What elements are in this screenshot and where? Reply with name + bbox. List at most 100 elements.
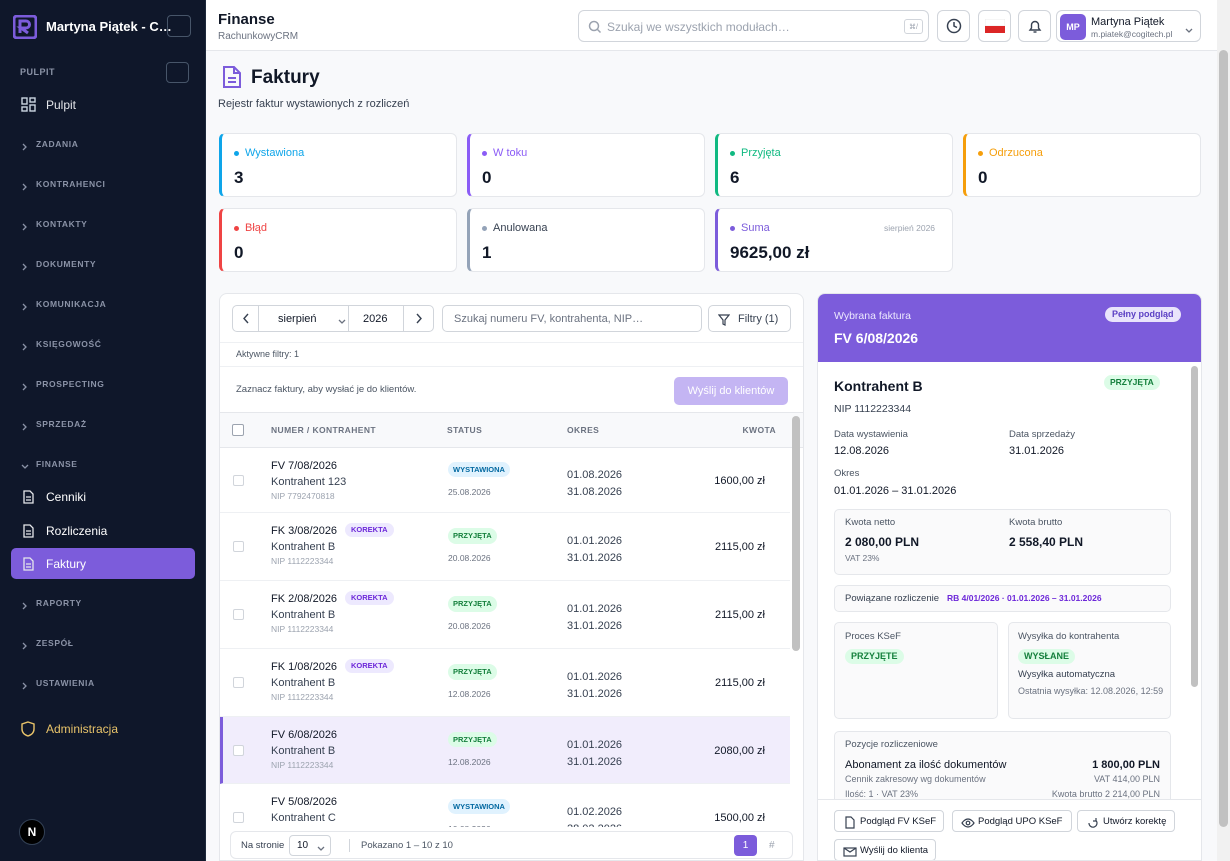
chevron: [316, 841, 326, 851]
contractor: Kontrahent 123: [271, 476, 347, 488]
stat-value: 0: [234, 243, 244, 262]
nip: NIP 7792470818: [271, 491, 335, 501]
column-header: KWOTA: [742, 425, 776, 435]
table-row[interactable]: FK 1/08/2026 KOREKTA Kontrahent B NIP 11122…: [220, 649, 790, 717]
contractor: Kontrahent B: [834, 378, 923, 394]
nip: NIP 1112223344: [271, 692, 334, 702]
collapse-button[interactable]: [167, 15, 191, 37]
invoice-search[interactable]: Szukaj numeru FV, kontrahenta, NIP…: [442, 305, 702, 332]
page-button[interactable]: 1: [734, 835, 757, 856]
status-badge: PRZYJĘTA: [448, 528, 497, 544]
action-button[interactable]: Utwórz korektę: [1077, 810, 1175, 832]
full-view-badge[interactable]: Pełny podgląd: [1105, 307, 1181, 322]
period-to: 28.02.2026: [567, 823, 622, 827]
stat-period: sierpień 2026: [884, 223, 936, 233]
checkbox[interactable]: [233, 609, 244, 620]
invoice-detail: Wybrana faktura FV 6/08/2026 Pełny podgląd…: [817, 293, 1202, 861]
detail-header: Wybrana faktura FV 6/08/2026 Pełny podgląd: [818, 294, 1201, 362]
notifications-button[interactable]: [1018, 10, 1051, 42]
nav-group: FINANSE: [36, 459, 78, 469]
button-icon: [1086, 816, 1098, 828]
prev-button[interactable]: [233, 306, 259, 331]
nav-group: ZESPÓŁ: [36, 638, 74, 648]
status-badge: WYSTAWIONA: [448, 461, 510, 477]
amount: 2115,00 zł: [715, 677, 765, 689]
chevron: [20, 219, 30, 231]
period-from: 01.01.2026: [567, 671, 623, 683]
filters-button[interactable]: Filtry (1): [708, 305, 791, 332]
admin-icon: [21, 721, 35, 737]
stat-value: 0: [482, 168, 492, 187]
checkbox[interactable]: [233, 744, 244, 756]
send-button[interactable]: Wyślij do klientów: [674, 377, 788, 405]
nav-group: USTAWIENIA: [36, 678, 95, 688]
correction-badge: KOREKTA: [345, 523, 394, 537]
nip: NIP 1112223344: [834, 403, 912, 415]
contractor: Kontrahent C: [271, 812, 336, 824]
next-button[interactable]: [403, 306, 433, 331]
status-date: 20.08.2026: [448, 553, 491, 563]
invoice-number: FV 5/08/2026: [271, 796, 338, 808]
nav-group: SPRZEDAŻ: [36, 419, 87, 429]
status-badge: PRZYJĘTA: [448, 664, 497, 680]
status-badge: PRZYJĘTA: [448, 731, 497, 747]
field-label: Proces KSeF: [845, 631, 901, 642]
search-placeholder: Szukaj numeru FV, kontrahenta, NIP…: [454, 313, 644, 325]
checkbox[interactable]: [233, 541, 244, 552]
language-button[interactable]: [978, 10, 1011, 42]
table-row[interactable]: FK 3/08/2026 KOREKTA Kontrahent B NIP 11122…: [220, 513, 790, 581]
checkbox[interactable]: [233, 811, 244, 823]
linked-box: [834, 585, 1171, 612]
field-value: 31.01.2026: [1009, 445, 1065, 457]
action-button[interactable]: Wyślij do klienta: [834, 839, 936, 860]
user-menu[interactable]: MP Martyna Piątek m.piatek@cogitech.pl: [1056, 10, 1201, 42]
action-button[interactable]: Podgląd FV KSeF: [834, 810, 944, 832]
clock-button[interactable]: [937, 10, 970, 42]
status-date: 20.08.2026: [448, 621, 491, 631]
period-from: 01.02.2026: [567, 805, 623, 818]
divider: [220, 342, 803, 343]
select-hint: Zaznacz faktury, aby wysłać je do klient…: [236, 384, 417, 395]
table-row[interactable]: FV 6/08/2026 Kontrahent B NIP 1112223344 PR…: [220, 717, 790, 784]
period-from: 01.08.2026: [567, 468, 623, 481]
global-search[interactable]: Szukaj we wszystkich modułach… ⌘/: [578, 10, 929, 42]
button-icon: [961, 816, 975, 828]
stat-card: W toku 0: [467, 133, 705, 197]
chevron: [20, 419, 30, 431]
item-qty: Ilość: 1 · VAT 23%: [845, 789, 919, 799]
nav-active: [11, 548, 195, 579]
section-toggle[interactable]: [166, 62, 189, 83]
search-icon: [588, 20, 602, 34]
chevron: [1184, 23, 1194, 33]
period-to: 31.01.2026: [567, 755, 623, 768]
checkbox[interactable]: [232, 424, 244, 436]
action-button[interactable]: Podgląd UPO KSeF: [952, 810, 1072, 832]
user-name: Martyna Piątek: [1091, 16, 1165, 28]
stat-dot: [482, 226, 487, 231]
sidebar: Martyna Piątek - C… PULPIT Pulpit ZADANIA KO…: [0, 0, 206, 861]
items-box: [834, 731, 1171, 799]
field-label: Okres: [834, 468, 860, 479]
period-picker: sierpień 2026: [232, 305, 434, 332]
stat-label: Wystawiona: [245, 147, 305, 159]
stat-value: 3: [234, 168, 244, 187]
page-scrollbar-thumb: [1219, 50, 1228, 827]
send-mode: Wysyłka automatyczna: [1018, 669, 1116, 680]
checkbox[interactable]: [233, 474, 244, 486]
nav-group: PROSPECTING: [36, 379, 105, 389]
table-header: NUMER / KONTRAHENT STATUS OKRES KWOTA: [220, 412, 803, 448]
stat-value: 0: [978, 168, 988, 187]
avatar: MP: [1060, 14, 1086, 40]
admin-item: Administracja: [46, 722, 119, 736]
field-value: 01.01.2026 – 31.01.2026: [834, 485, 957, 497]
status-date: 25.08.2026: [448, 486, 491, 497]
checkbox[interactable]: [233, 677, 244, 688]
linked-link[interactable]: RB 4/01/2026 · 01.01.2026 – 31.01.2026: [947, 593, 1102, 603]
table-row[interactable]: FK 2/08/2026 KOREKTA Kontrahent B NIP 11122…: [220, 581, 790, 649]
chevron: [20, 339, 30, 351]
per-page-value: 10: [297, 840, 309, 851]
table-row[interactable]: FV 7/08/2026 Kontrahent 123 NIP 7792470818…: [220, 448, 790, 513]
per-page-select[interactable]: 10: [289, 835, 331, 856]
stat-dot: [234, 151, 239, 156]
